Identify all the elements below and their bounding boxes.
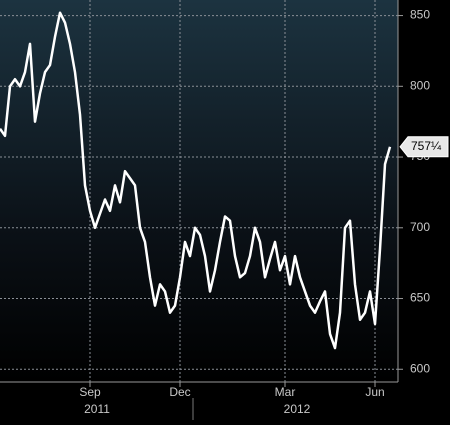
last-value-box [399,136,449,158]
y-tick-label: 850 [410,8,430,22]
y-tick-label: 650 [410,291,430,305]
year-label: 2011 [84,402,110,416]
last-value-label: 757¼ [411,139,442,153]
y-tick-label: 700 [410,220,430,234]
x-tick-label: Dec [169,385,190,399]
year-label: 2012 [284,402,311,416]
y-tick-label: 800 [410,78,430,92]
plot-area [0,0,398,382]
x-tick-label: Sep [79,385,101,399]
x-tick-label: Jun [365,385,384,399]
price-line [0,11,392,350]
y-tick-label: 600 [410,361,430,375]
x-tick-label: Mar [275,385,296,399]
